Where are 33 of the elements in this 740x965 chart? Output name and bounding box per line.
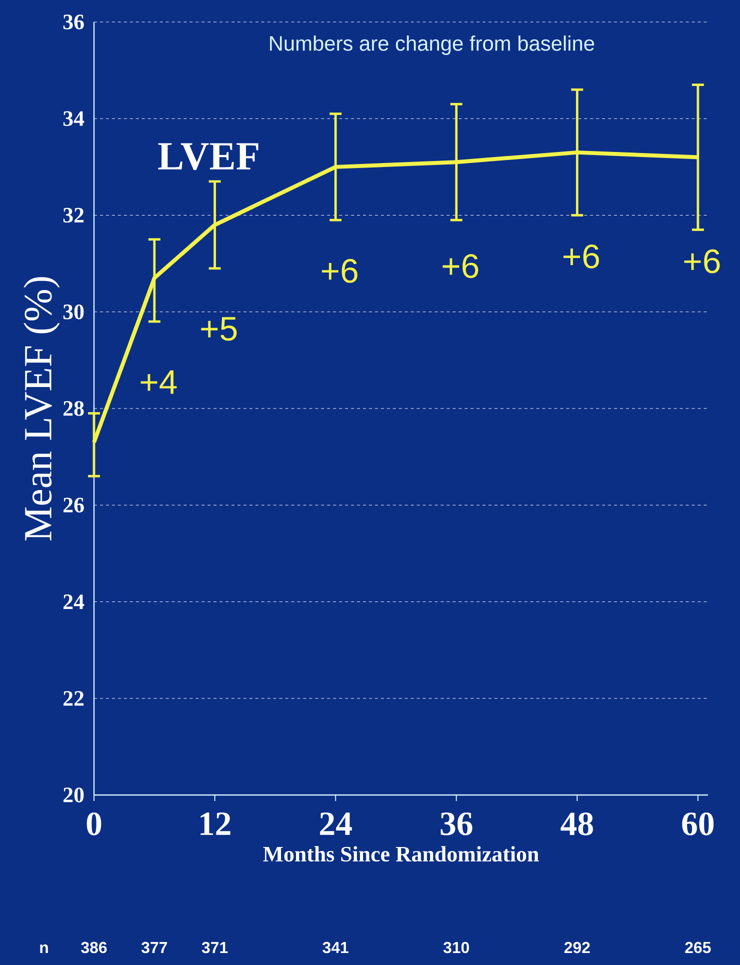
x-tick-label: 36 [440,812,472,836]
annotation: +6 [684,249,720,274]
text: 371 [202,942,228,954]
annotation: +6 [564,244,599,268]
y-axis-title: Mean LVEF (%) [24,277,60,541]
y-tick-label: 34 [63,111,84,126]
annotation: +6 [442,254,478,278]
y-tick-label: 36 [63,14,84,30]
x-tick-label: 48 [560,812,593,836]
text: 310 [443,942,469,954]
y-tick-label: 20 [64,788,84,802]
series-label: LVEF [158,143,258,170]
y-tick-label: 26 [64,498,84,512]
annotation: +4 [140,370,177,394]
y-tick-label: 28 [64,401,84,416]
annotation: Numbers are change from baseline [270,35,594,55]
y-tick-label: 32 [63,208,84,223]
y-tick-label: 24 [64,594,84,610]
x-tick-label: 0 [86,812,102,836]
text: 377 [141,942,167,954]
x-tick-label: 60 [682,812,714,836]
text: n [40,944,48,953]
x-axis-title: Months Since Randomization [263,846,539,862]
x-tick-label: 24 [320,812,352,835]
text: 386 [81,942,107,954]
y-tick-label: 22 [64,691,84,706]
text: 292 [564,942,590,954]
text: 341 [322,942,348,954]
y-tick-label: 30 [63,304,84,320]
annotation: +6 [322,258,358,283]
text: 265 [685,942,711,954]
annotation: +5 [201,317,237,341]
x-tick-label: 12 [200,812,230,835]
